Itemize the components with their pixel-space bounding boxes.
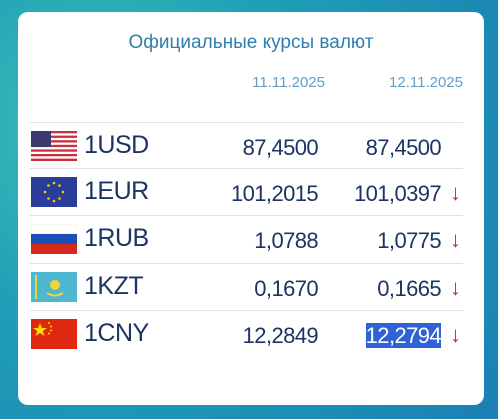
rate: 12,2794 — [311, 323, 442, 349]
flag-china — [31, 319, 77, 349]
row: 1RUB 1,0788 1,0775 ↓ — [30, 215, 463, 262]
row: 1USD 87,4500 87,4500 — [30, 122, 463, 169]
flag-usa — [31, 131, 77, 161]
currency: 1CNY — [84, 319, 149, 347]
rates-card: Официальные курсы валют 11.11.2025 12.11… — [18, 12, 484, 405]
rate: 1,0788 — [254, 228, 318, 253]
flag-eu — [31, 177, 77, 207]
date: 12.11.2025 — [389, 74, 463, 91]
currency: 1RUB — [84, 224, 149, 252]
rate: 87,4500 — [242, 135, 319, 160]
trend-arrow: ↓ — [450, 322, 461, 347]
row: 1EUR 101,2015 101,0397 ↓ — [30, 168, 463, 215]
currency: 1USD — [84, 131, 149, 159]
flag-kazakhstan — [31, 272, 77, 302]
rate: 0,1670 — [254, 276, 318, 301]
row: 1KZT 0,1670 0,1665 ↓ — [30, 263, 463, 310]
row: 1CNY 12,2849 12,2794 ↓ — [30, 310, 463, 357]
trend-arrow: ↓ — [450, 180, 461, 205]
trend-arrow: ↓ — [450, 275, 461, 300]
date: 11.11.2025 — [252, 74, 325, 91]
flag-russia — [31, 224, 77, 254]
title: Официальные курсы валют — [128, 32, 374, 53]
rate: 1,0775 — [377, 228, 441, 253]
rate: 101,0397 — [354, 181, 442, 206]
currency: 1EUR — [84, 177, 149, 205]
selected-text[interactable]: 12,2794 — [365, 323, 442, 348]
rate: 0,1665 — [377, 276, 441, 301]
rate: 12,2849 — [242, 323, 319, 348]
currency: 1KZT — [84, 272, 144, 300]
rate: 101,2015 — [231, 181, 319, 206]
rate: 87,4500 — [365, 135, 442, 160]
trend-arrow: ↓ — [450, 227, 461, 252]
